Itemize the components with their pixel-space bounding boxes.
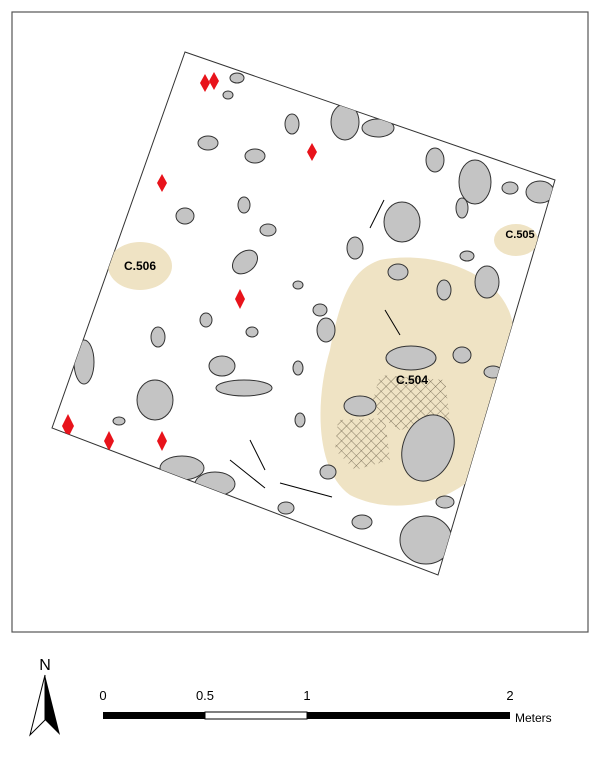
north-arrow xyxy=(30,675,45,735)
feature-label: C.506 xyxy=(124,259,156,273)
map-page: C.506 C.505 C.504 N 0 0.5 1 2 Meters xyxy=(0,0,592,753)
scale-segment xyxy=(205,712,307,719)
scale-label: 1 xyxy=(303,688,310,703)
scale-segment xyxy=(307,712,510,719)
north-arrow xyxy=(45,675,60,735)
scale-label: 2 xyxy=(506,688,513,703)
scale-label: 0 xyxy=(99,688,106,703)
feature-label: C.504 xyxy=(396,373,428,387)
north-label: N xyxy=(39,657,51,674)
scale-unit: Meters xyxy=(515,711,552,725)
scale-label: 0.5 xyxy=(196,688,214,703)
scale-segment xyxy=(103,712,205,719)
feature-label: C.505 xyxy=(505,229,534,241)
